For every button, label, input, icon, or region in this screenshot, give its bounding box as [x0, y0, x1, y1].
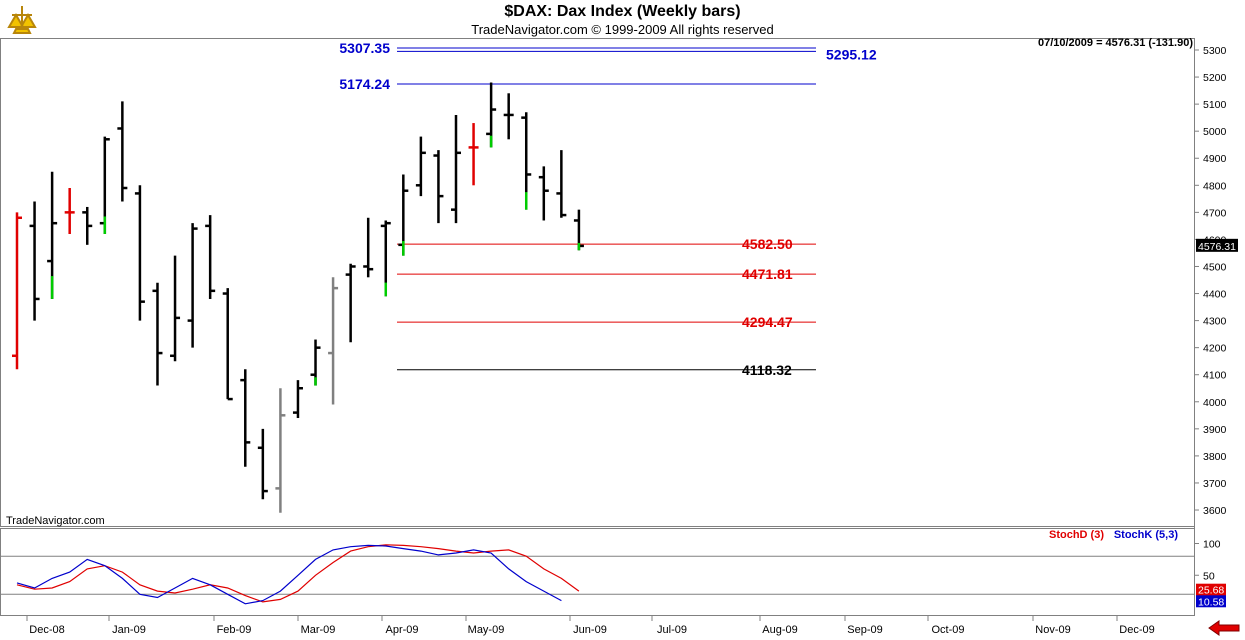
price-bar: [187, 223, 198, 348]
price-bar: [433, 150, 444, 224]
price-bar: [468, 123, 479, 186]
price-bar: [29, 201, 40, 321]
price-bar: [573, 209, 584, 251]
stochd-last-box: [1196, 583, 1226, 596]
price-tick-label: 3600: [1203, 505, 1227, 517]
level-label-4118.32: 4118.32: [742, 362, 792, 378]
time-tick-label: Jul-09: [657, 624, 687, 636]
price-bar: [521, 112, 532, 210]
chart-title: $DAX: Dax Index (Weekly bars): [504, 3, 741, 20]
stoch-tick-label: 100: [1203, 539, 1221, 551]
price-tick-label: 3700: [1203, 478, 1227, 490]
price-tick-label: 4100: [1203, 370, 1227, 382]
price-panel-frame: [0, 38, 1195, 527]
price-tick-label: 5100: [1203, 99, 1227, 111]
price-bar: [275, 388, 286, 513]
time-tick-label: Mar-09: [301, 624, 336, 636]
price-bar: [257, 428, 268, 500]
time-tick-label: Apr-09: [385, 624, 418, 636]
price-tick-label: 4800: [1203, 180, 1227, 192]
price-tick-label: 4500: [1203, 261, 1227, 273]
level-label-5174.24: 5174.24: [339, 76, 390, 92]
last-price-label: 4576.31: [1198, 241, 1236, 253]
price-bar: [380, 220, 391, 297]
time-axis: Dec-08 Jan-09 Feb-09 Mar-09 Apr-09 May-09 Jun-…: [26, 616, 1155, 636]
price-bar: [64, 188, 75, 235]
time-tick-label: Nov-09: [1035, 624, 1070, 636]
price-bar: [134, 185, 145, 321]
price-bar: [117, 101, 128, 202]
price-tick-label: 5200: [1203, 72, 1227, 84]
price-axis: 3600 3700 3800 3900 4000 4100 4200 4300 4400 4500…: [1194, 45, 1238, 517]
price-tick-label: 3800: [1203, 451, 1227, 463]
price-tick-label: 3900: [1203, 424, 1227, 436]
scroll-left-arrow-icon[interactable]: [1208, 620, 1240, 636]
level-label-4294.47: 4294.47: [742, 314, 793, 330]
price-bar: [12, 212, 22, 370]
price-tick-label: 5000: [1203, 126, 1227, 138]
price-tick-label: 4400: [1203, 289, 1227, 301]
price-bar: [345, 263, 356, 343]
last-price-box: [1196, 238, 1238, 252]
price-bar: [503, 93, 514, 140]
price-bar: [205, 215, 216, 299]
price-bar: [451, 114, 461, 224]
time-tick-label: Jan-09: [112, 624, 146, 636]
price-bar: [99, 136, 110, 235]
price-bar: [292, 380, 303, 419]
price-bar: [398, 174, 409, 256]
stoch-panel-frame: [0, 528, 1195, 616]
price-tick-label: 4900: [1203, 153, 1227, 165]
time-tick-label: Aug-09: [762, 624, 797, 636]
level-label-5295.12: 5295.12: [826, 46, 877, 62]
price-bar: [152, 282, 163, 386]
price-bar: [222, 288, 233, 401]
time-tick-label: Dec-09: [1119, 624, 1154, 636]
stochk-last-label: 10.58: [1198, 596, 1224, 608]
price-bar: [363, 217, 374, 278]
price-bar: [240, 369, 251, 467]
price-bar: [328, 277, 339, 405]
price-bar: [47, 171, 58, 299]
level-label-5307.35: 5307.35: [339, 40, 390, 56]
price-tick-label: 4000: [1203, 397, 1227, 409]
price-bar: [556, 150, 567, 218]
legend-stochk: StochK (5,3): [1114, 529, 1179, 541]
level-label-4471.81: 4471.81: [742, 266, 793, 282]
stoch-series-d: [16, 544, 580, 603]
price-bar: [310, 339, 321, 386]
time-tick-label: Jun-09: [573, 624, 607, 636]
price-tick-label: 5300: [1203, 45, 1227, 57]
watermark-label: TradeNavigator.com: [6, 515, 105, 527]
price-bar: [486, 82, 497, 148]
time-tick-label: May-09: [468, 624, 505, 636]
ohlc-bars: [12, 82, 584, 513]
stoch-series-k: [16, 544, 562, 605]
trade-navigator-logo-icon: [4, 3, 40, 37]
chart-subtitle: TradeNavigator.com © 1999-2009 All right…: [471, 22, 774, 37]
stoch-tick-label: 50: [1203, 570, 1215, 582]
stochk-last-box: [1196, 595, 1226, 608]
time-tick-label: Sep-09: [847, 624, 882, 636]
last-value-readout: 07/10/2009 = 4576.31 (-131.90): [1038, 37, 1193, 49]
price-bar: [415, 136, 426, 197]
price-bar: [170, 255, 181, 362]
price-bar: [538, 166, 549, 221]
time-tick-label: Dec-08: [29, 624, 64, 636]
time-tick-label: Feb-09: [217, 624, 252, 636]
price-bar: [82, 206, 93, 245]
stochd-last-label: 25.68: [1198, 585, 1224, 597]
price-tick-label: 4700: [1203, 207, 1227, 219]
time-tick-label: Oct-09: [931, 624, 964, 636]
price-tick-label: 4200: [1203, 343, 1227, 355]
price-tick-label: 4300: [1203, 316, 1227, 328]
legend-stochd: StochD (3): [1049, 529, 1104, 541]
level-label-4582.50: 4582.50: [742, 236, 793, 252]
